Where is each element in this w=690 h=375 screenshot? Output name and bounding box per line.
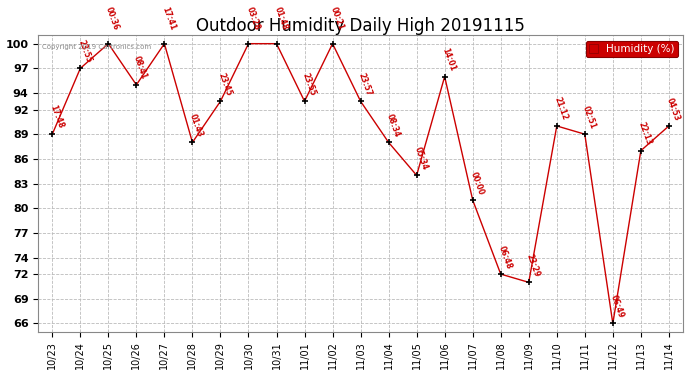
Text: 01:48: 01:48	[273, 6, 289, 32]
Text: 22:13: 22:13	[637, 121, 653, 147]
Title: Outdoor Humidity Daily High 20191115: Outdoor Humidity Daily High 20191115	[196, 17, 525, 35]
Text: Copyright 2019 Cartronics.com: Copyright 2019 Cartronics.com	[41, 44, 150, 50]
Text: 08:41: 08:41	[132, 55, 149, 81]
Legend: Humidity (%): Humidity (%)	[586, 40, 678, 57]
Text: 23:29: 23:29	[524, 252, 541, 278]
Text: 00:21: 00:21	[328, 6, 345, 32]
Text: 23:55: 23:55	[300, 72, 317, 97]
Text: 23:57: 23:57	[356, 71, 373, 97]
Text: 17:48: 17:48	[48, 104, 65, 130]
Text: 02:51: 02:51	[580, 105, 598, 130]
Text: 00:36: 00:36	[104, 6, 121, 32]
Text: 04:53: 04:53	[664, 96, 681, 122]
Text: 00:00: 00:00	[469, 170, 485, 196]
Text: 14:01: 14:01	[440, 47, 457, 72]
Text: 23:45: 23:45	[216, 72, 233, 97]
Text: 08:34: 08:34	[384, 112, 401, 138]
Text: 05:34: 05:34	[413, 146, 429, 171]
Text: 01:43: 01:43	[188, 112, 205, 138]
Text: 21:12: 21:12	[553, 96, 569, 122]
Text: 06:48: 06:48	[497, 244, 513, 270]
Text: 23:55: 23:55	[76, 39, 92, 64]
Text: 03:28: 03:28	[244, 6, 261, 32]
Text: 17:41: 17:41	[160, 6, 177, 32]
Text: 06:49: 06:49	[609, 294, 625, 320]
